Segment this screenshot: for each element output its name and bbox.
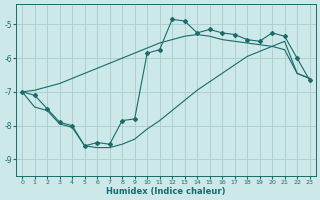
X-axis label: Humidex (Indice chaleur): Humidex (Indice chaleur) bbox=[106, 187, 226, 196]
